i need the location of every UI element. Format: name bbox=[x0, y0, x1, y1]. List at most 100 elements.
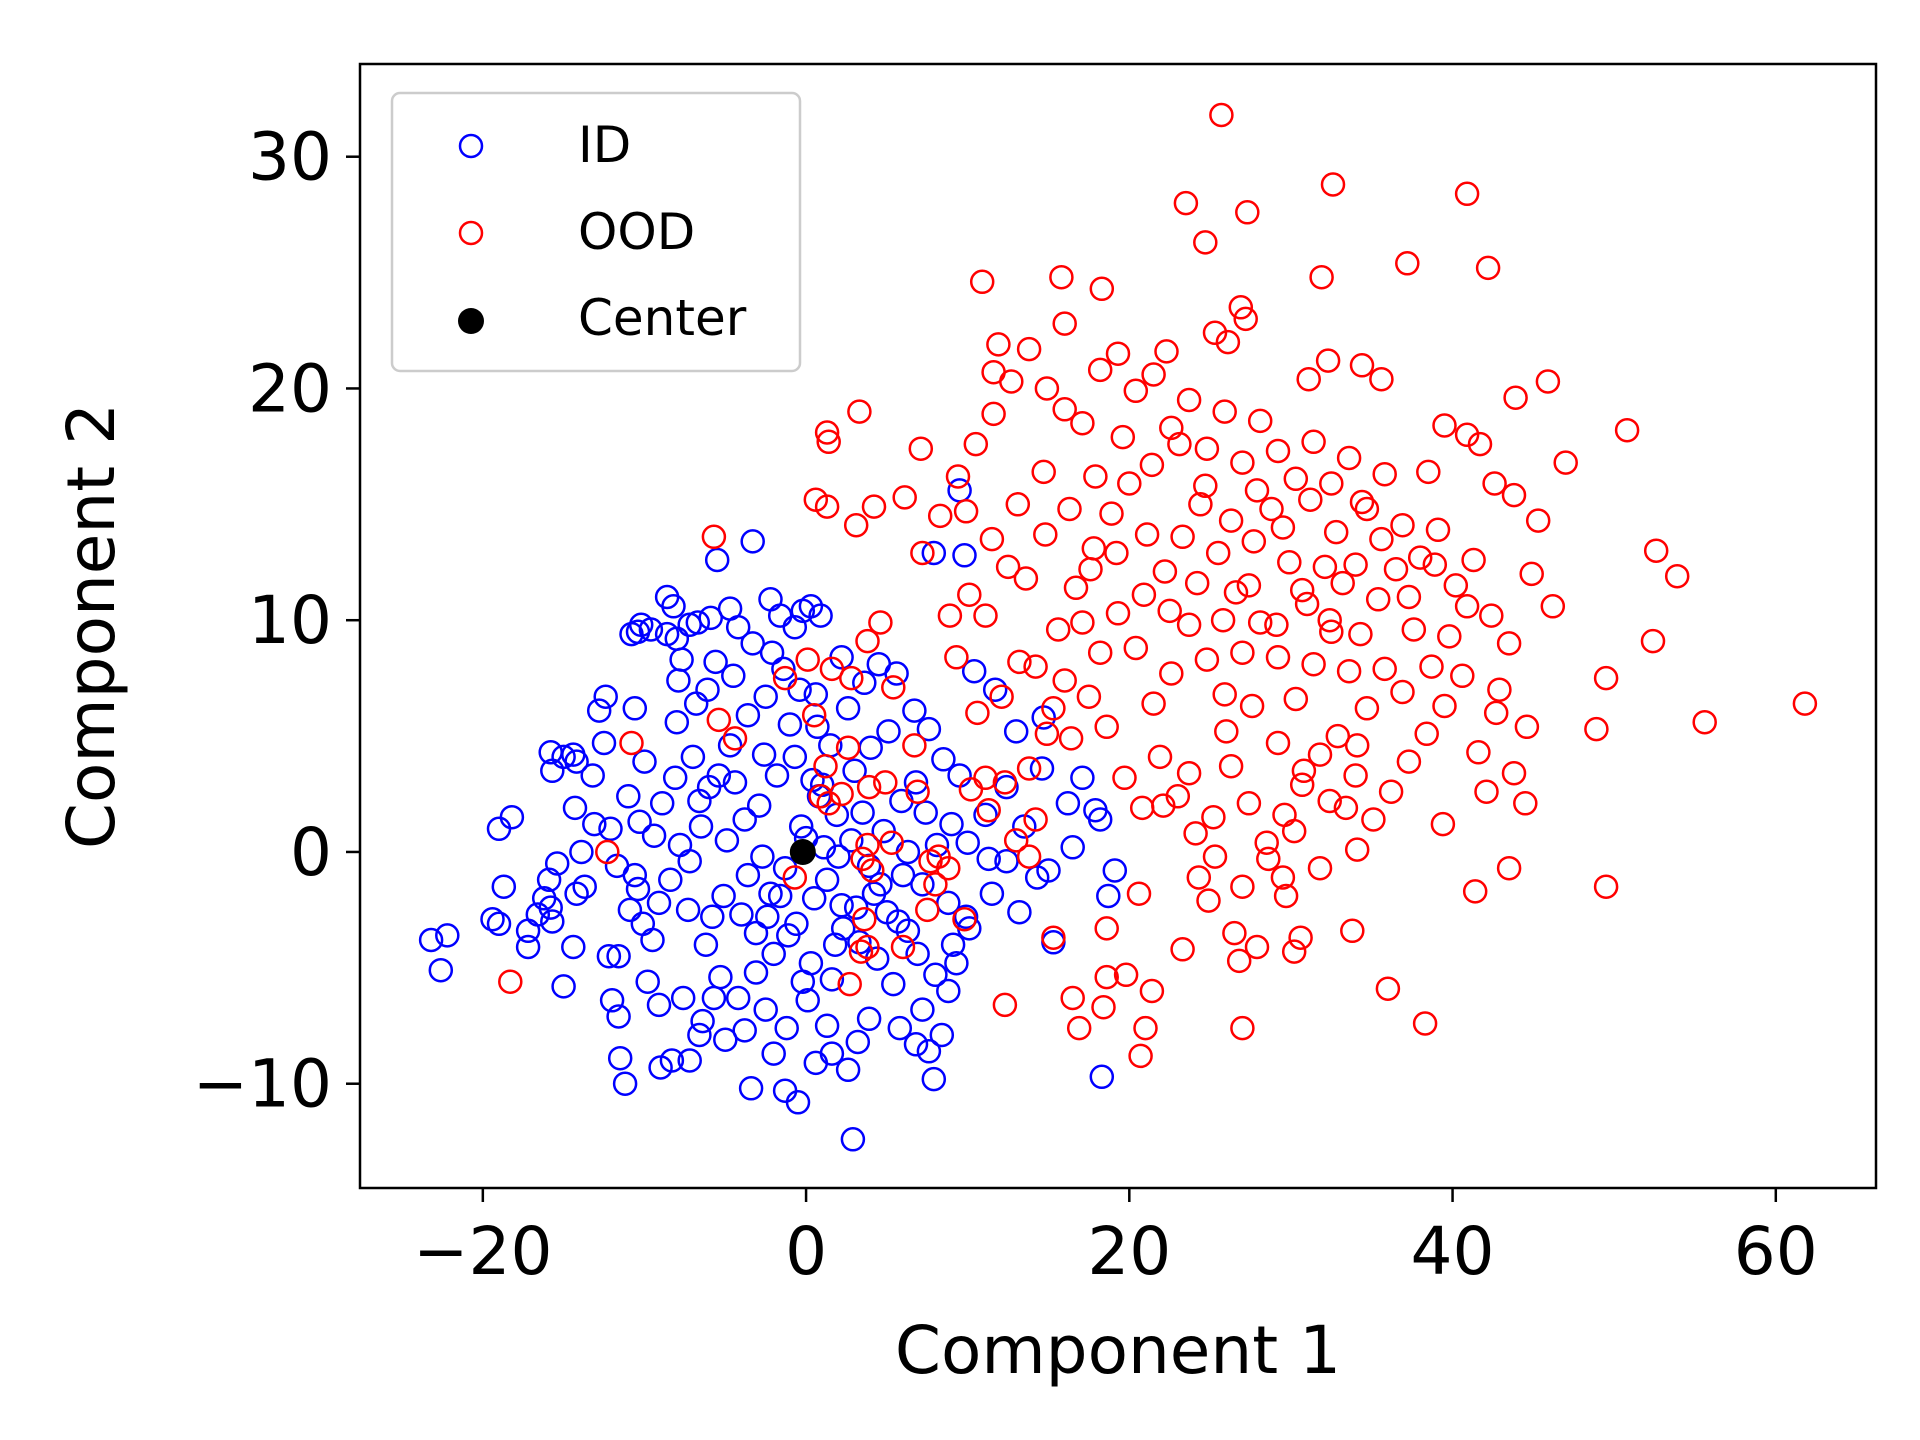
data-point-id bbox=[625, 876, 651, 902]
data-point-ood bbox=[1401, 617, 1427, 642]
data-point-ood bbox=[1034, 721, 1060, 747]
data-point-ood bbox=[873, 770, 898, 795]
data-point-ood bbox=[847, 399, 872, 424]
plot-frame bbox=[358, 62, 1878, 1190]
data-point-ood bbox=[848, 939, 874, 964]
data-point-id bbox=[735, 862, 761, 888]
data-point-ood bbox=[1407, 545, 1433, 570]
data-point-id bbox=[649, 791, 675, 816]
data-point-ood bbox=[1443, 573, 1469, 598]
data-point-ood bbox=[837, 971, 862, 997]
data-point-id bbox=[842, 758, 867, 784]
data-point-ood bbox=[1016, 844, 1042, 869]
data-point-ood bbox=[1312, 554, 1338, 580]
data-point-id bbox=[635, 969, 660, 994]
data-point-ood bbox=[1202, 320, 1228, 346]
data-point-ood bbox=[1193, 473, 1218, 499]
data-point-ood bbox=[1479, 603, 1504, 628]
data-point-ood bbox=[945, 464, 971, 489]
data-point-id bbox=[887, 1015, 913, 1041]
data-point-ood bbox=[1270, 515, 1296, 540]
data-point-id bbox=[499, 804, 525, 830]
data-point-ood bbox=[1007, 649, 1032, 675]
data-point-ood bbox=[1113, 962, 1139, 988]
data-point-id bbox=[790, 969, 816, 994]
data-point-ood bbox=[782, 865, 808, 890]
data-point-id bbox=[881, 971, 906, 997]
data-point-ood bbox=[1289, 772, 1315, 798]
data-point-id bbox=[591, 730, 617, 756]
data-point-id bbox=[805, 714, 830, 740]
data-point-ood bbox=[1343, 763, 1368, 788]
data-point-ood bbox=[892, 485, 917, 510]
data-point-id bbox=[640, 927, 665, 953]
data-point-ood bbox=[1218, 753, 1244, 779]
data-point-id bbox=[551, 974, 576, 999]
data-point-ood bbox=[1336, 658, 1362, 684]
data-point-id bbox=[961, 658, 987, 684]
data-point-ood bbox=[1173, 190, 1199, 216]
data-point-ood bbox=[1259, 496, 1284, 522]
data-point-ood bbox=[1496, 855, 1522, 881]
data-point-id bbox=[606, 1004, 631, 1029]
data-point-ood bbox=[1503, 385, 1528, 410]
data-point-ood bbox=[1078, 556, 1103, 582]
data-point-ood bbox=[1202, 844, 1228, 869]
data-point-id bbox=[732, 1018, 757, 1043]
data-point-ood bbox=[999, 369, 1024, 394]
data-point-ood bbox=[1317, 788, 1342, 814]
data-point-ood bbox=[1070, 410, 1095, 436]
legend-marker-center bbox=[458, 308, 484, 334]
data-point-ood bbox=[905, 779, 930, 804]
data-point-id bbox=[667, 832, 693, 858]
data-point-ood bbox=[1390, 679, 1415, 705]
data-point-ood bbox=[879, 830, 904, 855]
data-point-id bbox=[703, 649, 728, 675]
data-point-id bbox=[646, 992, 672, 1018]
data-point-ood bbox=[1396, 584, 1422, 610]
data-point-ood bbox=[1141, 691, 1166, 716]
data-point-ood bbox=[1315, 348, 1341, 373]
data-point-id bbox=[735, 702, 761, 728]
data-point-ood bbox=[619, 730, 644, 756]
data-point-id bbox=[662, 765, 688, 791]
data-point-ood bbox=[1375, 976, 1401, 1001]
data-point-id bbox=[921, 1066, 947, 1092]
data-point-id bbox=[994, 848, 1019, 874]
data-point-id bbox=[884, 661, 909, 686]
data-point-ood bbox=[1041, 696, 1066, 721]
data-point-id bbox=[646, 890, 672, 916]
y-tick-label: 0 bbox=[290, 814, 332, 891]
data-point-ood bbox=[1265, 645, 1291, 670]
data-point-ood bbox=[1222, 920, 1247, 946]
data-point-id bbox=[738, 1076, 764, 1101]
data-point-id bbox=[622, 862, 648, 888]
data-point-ood bbox=[1233, 306, 1258, 332]
data-point-ood bbox=[1525, 508, 1551, 533]
data-point-ood bbox=[953, 499, 979, 524]
data-point-ood bbox=[910, 540, 935, 566]
data-point-id bbox=[664, 709, 690, 735]
y-tick-label: 30 bbox=[248, 119, 332, 196]
data-point-ood bbox=[1792, 691, 1818, 716]
data-point-ood bbox=[1692, 709, 1717, 735]
data-point-ood bbox=[868, 610, 893, 635]
data-point-ood bbox=[1643, 538, 1669, 563]
legend-label-center: Center bbox=[578, 289, 747, 347]
data-point-id bbox=[973, 802, 998, 828]
data-point-ood bbox=[1105, 341, 1131, 366]
data-point-ood bbox=[1052, 311, 1077, 336]
data-point-ood bbox=[1241, 529, 1267, 554]
data-point-ood bbox=[1186, 865, 1212, 890]
data-point-id bbox=[774, 1015, 799, 1041]
data-point-ood bbox=[1094, 714, 1119, 740]
data-point-ood bbox=[855, 628, 880, 654]
data-point-ood bbox=[992, 770, 1018, 795]
data-point-ood bbox=[772, 665, 798, 691]
data-point-ood bbox=[701, 524, 727, 550]
data-point-ood bbox=[944, 645, 969, 670]
data-point-ood bbox=[963, 431, 989, 457]
series-ood bbox=[498, 102, 1818, 1069]
data-point-ood bbox=[855, 934, 880, 960]
data-point-ood bbox=[1123, 378, 1149, 404]
